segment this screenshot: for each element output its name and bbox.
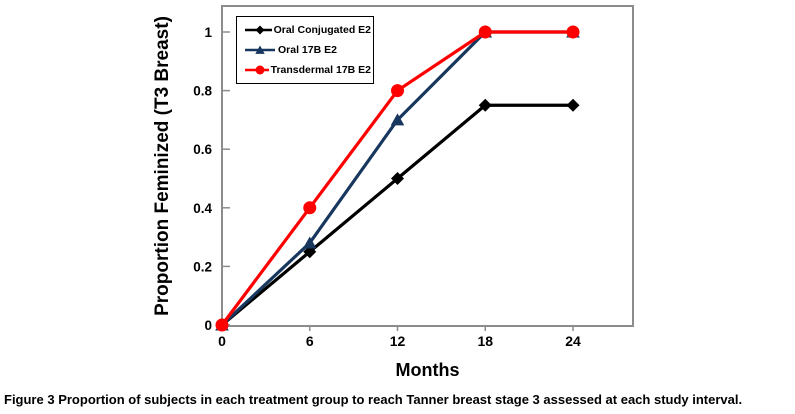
y-tick-label: 0.6 (193, 142, 212, 157)
y-tick-label: 0.4 (193, 201, 212, 216)
data-point-transdermal-17b-e2 (566, 25, 580, 39)
y-axis-title: Proportion Feminized (T3 Breast) (152, 16, 173, 316)
legend-label: Oral Conjugated E2 (273, 24, 371, 36)
legend-label: Oral 17B E2 (278, 44, 337, 56)
data-point-transdermal-17b-e2 (478, 25, 492, 39)
figure-caption: Figure 3 Proportion of subjects in each … (4, 392, 793, 407)
data-point-transdermal-17b-e2 (215, 318, 229, 332)
legend-marker-sample (255, 45, 265, 54)
y-tick-label: 0 (204, 318, 212, 333)
x-tick-label: 12 (390, 333, 406, 349)
legend-marker-sample (255, 65, 265, 75)
figure-caption-text: Proportion of subjects in each treatment… (58, 392, 743, 407)
data-point-oral-conjugated-e2 (478, 98, 492, 112)
data-point-transdermal-17b-e2 (391, 84, 404, 98)
data-point-oral-17b-e2 (390, 113, 405, 126)
x-tick-label: 6 (306, 333, 314, 349)
data-point-oral-17b-e2 (302, 236, 317, 249)
legend: Oral Conjugated E2 Oral 17B E2 Transderm… (236, 16, 374, 84)
figure-caption-label: Figure 3 (4, 392, 55, 407)
legend-item-transdermal-17b-e2: Transdermal 17B E2 (244, 63, 371, 77)
y-tick-label: 0.8 (193, 84, 212, 99)
legend-item-oral-17b-e2: Oral 17B E2 (244, 43, 371, 57)
legend-item-oral-conjugated-e2: Oral Conjugated E2 (244, 23, 371, 37)
legend-label: Transdermal 17B E2 (270, 64, 371, 76)
x-tick-label: 0 (218, 333, 226, 349)
data-point-oral-conjugated-e2 (566, 98, 580, 112)
data-point-transdermal-17b-e2 (303, 201, 317, 215)
data-point-oral-conjugated-e2 (303, 245, 317, 259)
y-tick-label: 1 (204, 25, 212, 40)
y-tick-label: 0.2 (193, 259, 212, 274)
x-axis-title: Months (395, 360, 460, 380)
triangle-marker-icon (245, 45, 275, 54)
diamond-marker-icon (245, 25, 272, 35)
legend-marker-sample (255, 25, 265, 35)
x-tick-label: 24 (565, 333, 581, 349)
x-tick-label: 18 (477, 333, 493, 349)
circle-marker-icon (245, 65, 269, 75)
data-point-oral-conjugated-e2 (391, 172, 404, 185)
